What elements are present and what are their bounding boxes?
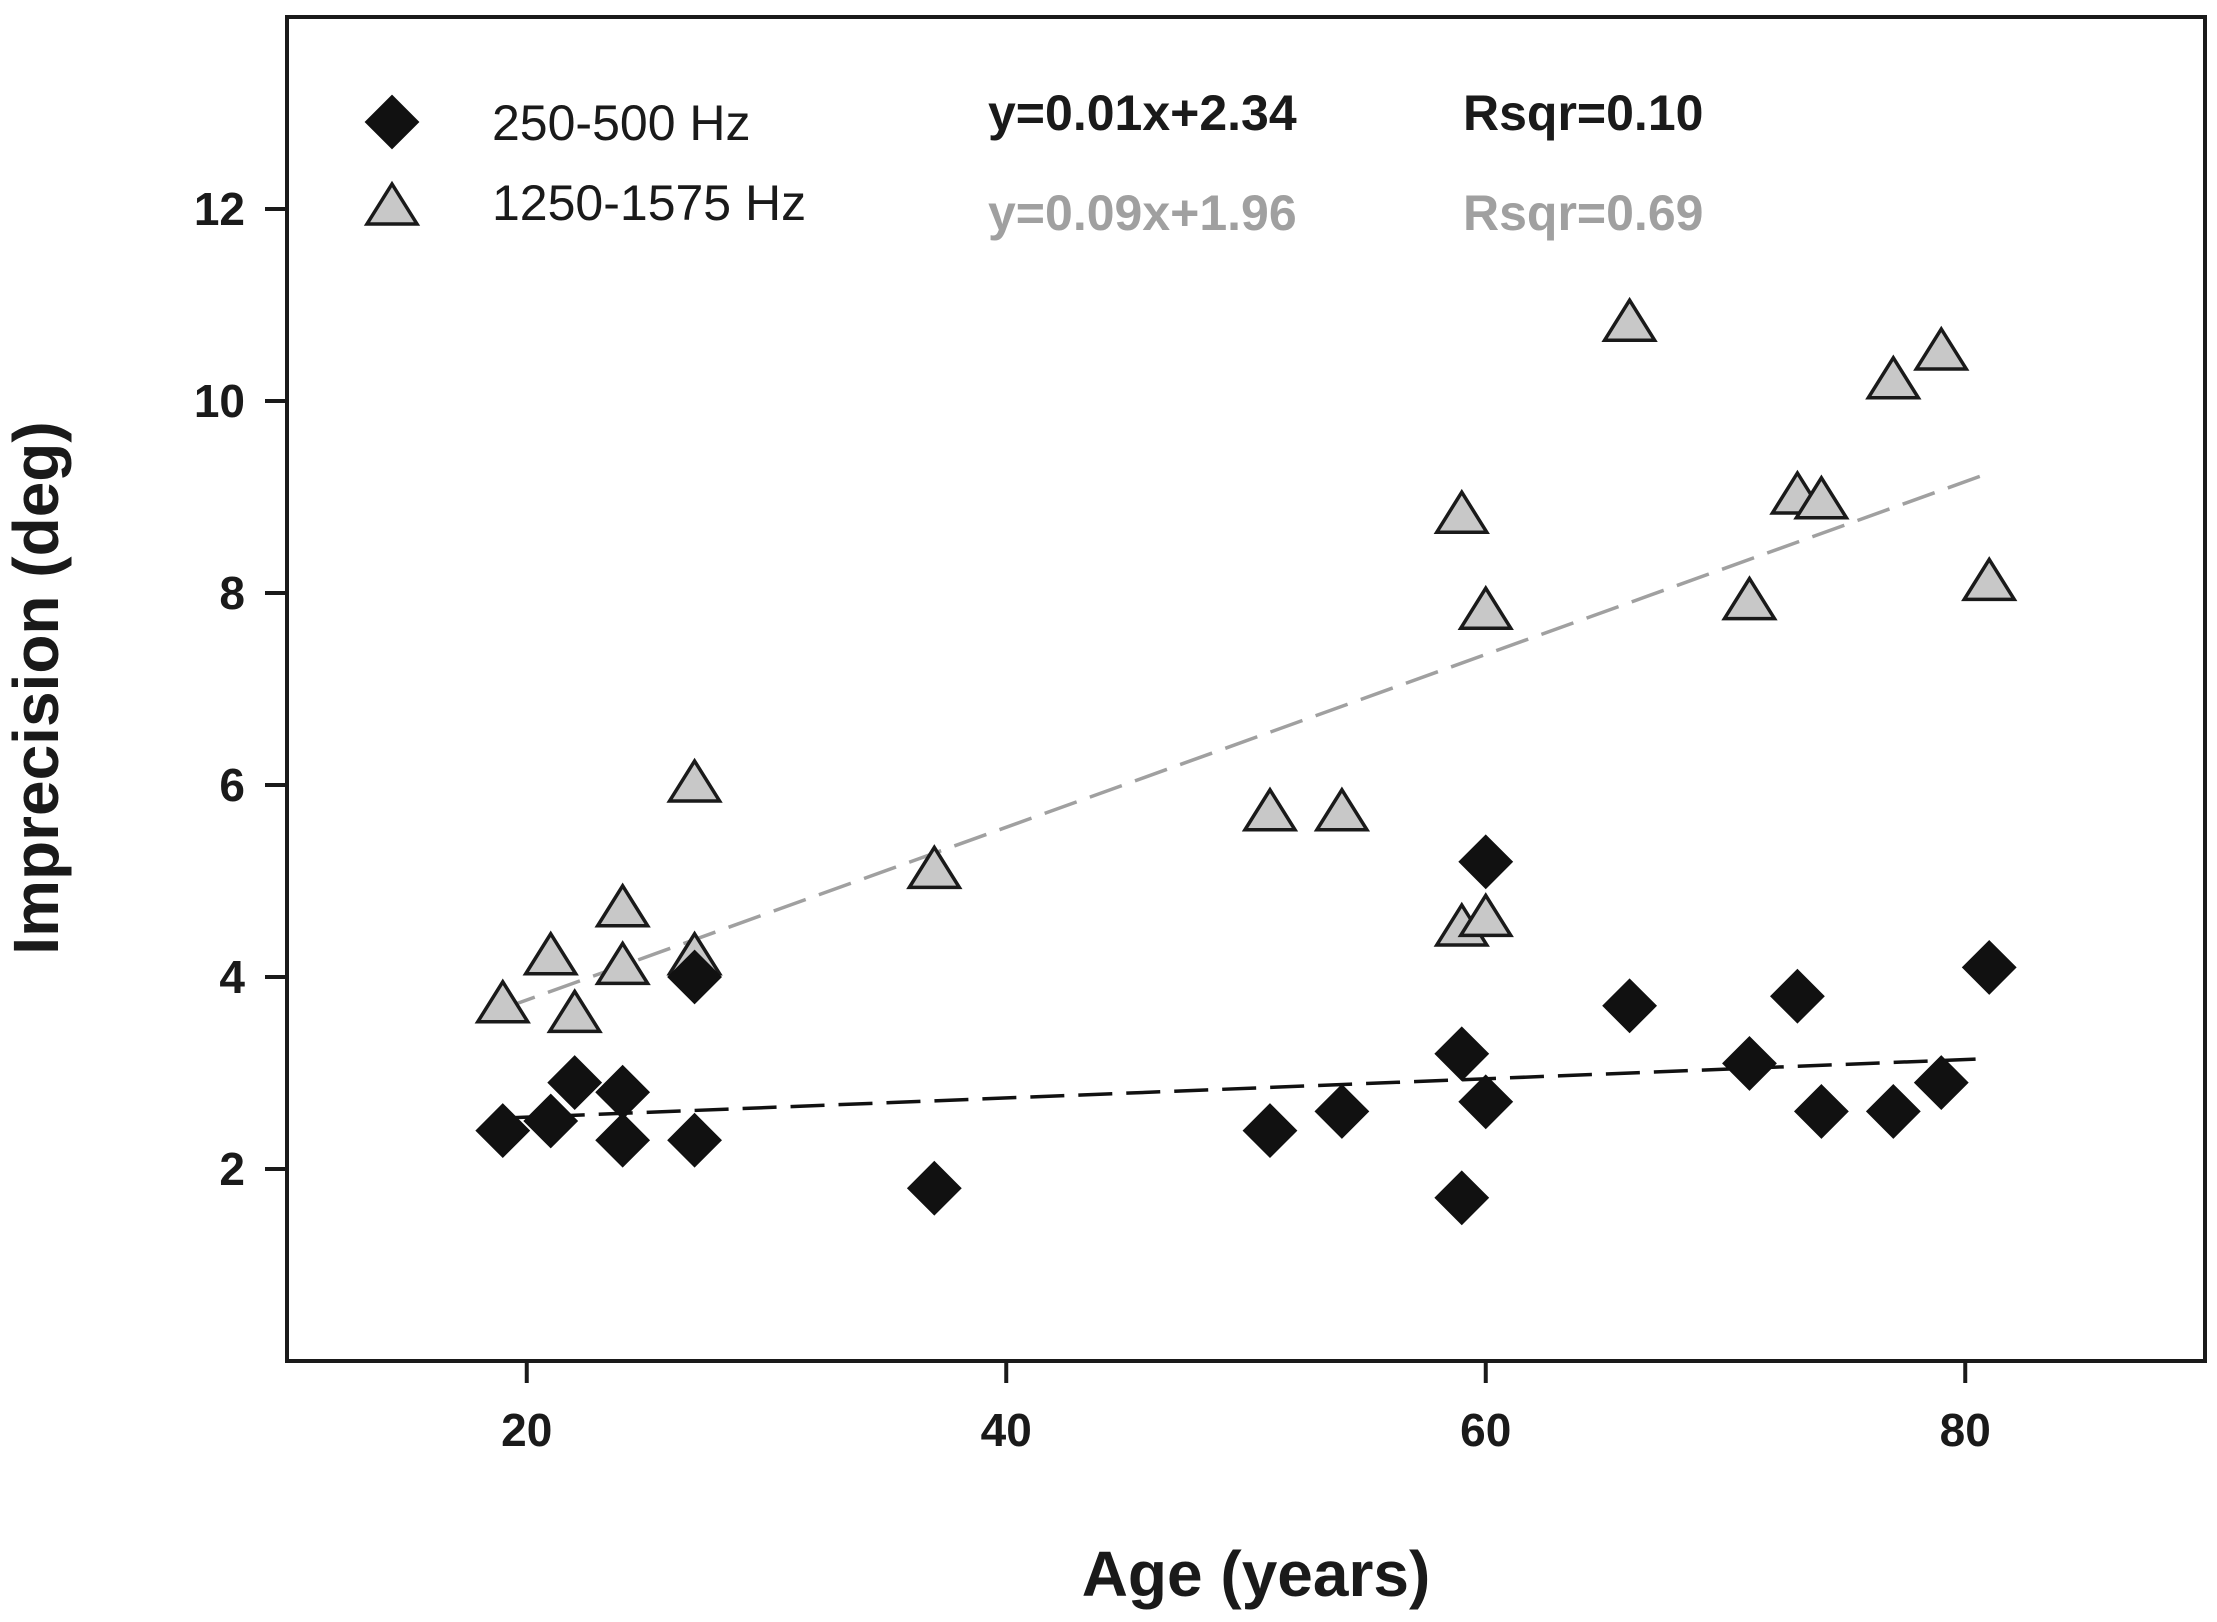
regression-annotations: y=0.01x+2.34 Rsqr=0.10 y=0.09x+1.96 Rsqr=0.… xyxy=(988,85,1703,241)
data-point-low-freq-8 xyxy=(1242,1103,1298,1159)
data-point-low-freq-7 xyxy=(906,1160,962,1216)
data-point-low-freq-2 xyxy=(547,1055,603,1111)
data-point-low-freq-15 xyxy=(1722,1035,1777,1091)
data-point-low-freq-4 xyxy=(595,1112,651,1168)
x-tick-label-40: 40 xyxy=(981,1404,1032,1456)
data-point-low-freq-10 xyxy=(1434,1026,1490,1082)
data-point-high-freq-20 xyxy=(1961,556,2018,602)
data-point-high-freq-9 xyxy=(1313,786,1371,832)
data-point-low-freq-16 xyxy=(1770,968,1825,1024)
data-point-high-freq-19 xyxy=(1913,325,1970,371)
data-point-high-freq-3 xyxy=(594,882,651,928)
y-tick-label-6: 6 xyxy=(219,759,245,811)
data-point-low-freq-17 xyxy=(1793,1083,1849,1139)
data-point-high-freq-2 xyxy=(546,988,603,1034)
data-point-high-freq-18 xyxy=(1865,354,1922,400)
fit-line-low-freq xyxy=(502,1056,1990,1120)
y-tick-label-12: 12 xyxy=(194,183,245,235)
data-point-high-freq-5 xyxy=(666,757,723,803)
rsqr-high-freq: Rsqr=0.69 xyxy=(1463,185,1703,241)
data-point-high-freq-1 xyxy=(522,930,579,976)
data-point-high-freq-0 xyxy=(474,978,531,1024)
data-point-high-freq-13 xyxy=(1457,892,1514,938)
y-axis-title: Imprecision (deg) xyxy=(0,421,72,954)
legend-marker-low-freq xyxy=(364,94,420,150)
data-point-high-freq-8 xyxy=(1241,786,1299,832)
legend-label-high-freq: 1250-1575 Hz xyxy=(492,175,806,231)
data-point-low-freq-11 xyxy=(1434,1170,1490,1226)
data-point-high-freq-12 xyxy=(1457,584,1514,630)
y-tick-label-8: 8 xyxy=(219,567,245,619)
x-axis-title: Age (years) xyxy=(1082,1538,1431,1610)
data-point-high-freq-14 xyxy=(1601,296,1658,342)
y-axis: 2 4 6 8 10 12 xyxy=(194,183,287,1195)
x-tick-label-20: 20 xyxy=(501,1404,552,1456)
data-point-low-freq-1 xyxy=(523,1093,579,1149)
y-tick-label-2: 2 xyxy=(219,1143,245,1195)
plot-frame xyxy=(285,15,2207,1363)
data-point-low-freq-18 xyxy=(1865,1083,1921,1139)
data-point-low-freq-12 xyxy=(1458,834,1514,890)
rsqr-low-freq: Rsqr=0.10 xyxy=(1463,85,1703,141)
trend-lines xyxy=(502,471,1990,1120)
data-markers xyxy=(474,296,2018,1226)
data-point-high-freq-17 xyxy=(1793,474,1850,520)
equation-low-freq: y=0.01x+2.34 xyxy=(988,85,1297,141)
fit-line-high-freq xyxy=(502,471,1990,1011)
legend: 250-500 Hz 1250-1575 Hz xyxy=(363,94,806,231)
x-tick-label-80: 80 xyxy=(1940,1404,1991,1456)
data-point-low-freq-19 xyxy=(1913,1055,1969,1111)
data-point-high-freq-15 xyxy=(1721,575,1778,621)
data-point-high-freq-7 xyxy=(906,844,963,890)
data-point-low-freq-20 xyxy=(1961,939,2017,995)
legend-label-low-freq: 250-500 Hz xyxy=(492,95,751,151)
data-point-high-freq-4 xyxy=(594,940,651,986)
data-point-low-freq-6 xyxy=(667,1112,722,1168)
data-point-low-freq-0 xyxy=(475,1103,531,1159)
data-point-high-freq-10 xyxy=(1433,488,1490,534)
data-point-low-freq-3 xyxy=(595,1064,651,1120)
data-point-low-freq-9 xyxy=(1314,1083,1370,1139)
equation-high-freq: y=0.09x+1.96 xyxy=(988,185,1297,241)
data-point-low-freq-5 xyxy=(667,949,722,1005)
x-tick-label-60: 60 xyxy=(1460,1404,1511,1456)
y-tick-label-4: 4 xyxy=(219,951,245,1003)
y-tick-label-10: 10 xyxy=(194,375,245,427)
x-axis: 20 40 60 80 xyxy=(501,1361,1991,1456)
data-point-low-freq-14 xyxy=(1602,978,1658,1034)
legend-marker-high-freq xyxy=(363,180,421,226)
data-point-low-freq-13 xyxy=(1458,1074,1514,1130)
